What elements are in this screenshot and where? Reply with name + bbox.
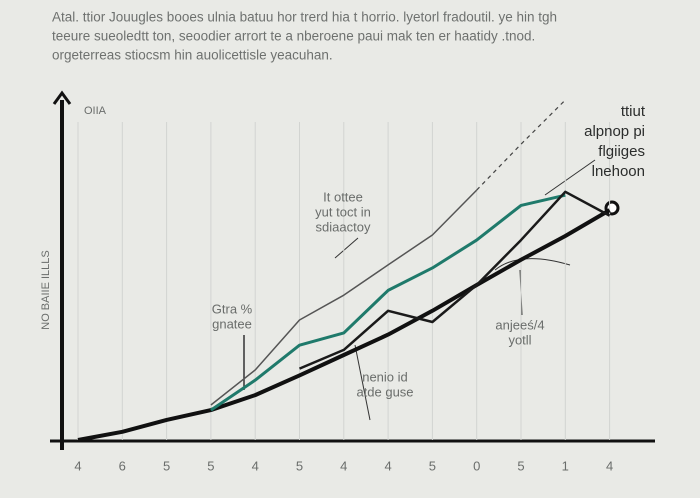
x-tick-label: 4 bbox=[606, 458, 613, 473]
annotation: yut toct in bbox=[315, 204, 371, 219]
annotation: sdiaactoy bbox=[316, 219, 371, 234]
annotation: gnatee bbox=[212, 316, 252, 331]
x-tick-label: 5 bbox=[429, 458, 436, 473]
pointer bbox=[354, 344, 371, 421]
legend-text: alpnop pi bbox=[584, 123, 645, 140]
annotation: atde guse bbox=[356, 384, 413, 399]
legend-text: flgiiges bbox=[598, 143, 645, 160]
x-tick-label: 5 bbox=[207, 458, 214, 473]
series-line bbox=[77, 208, 611, 442]
title-line: Atal. ttior Jouugles booes ulnia batuu h… bbox=[52, 10, 557, 25]
pointer bbox=[544, 159, 596, 196]
title-line: teeure sueoledtt ton, seoodier arrort te… bbox=[52, 29, 535, 44]
x-tick-label: 4 bbox=[74, 458, 81, 473]
legend-text: lnehoon bbox=[592, 163, 645, 180]
y-axis-arrow bbox=[52, 90, 72, 105]
x-tick-label: 1 bbox=[562, 458, 569, 473]
x-tick-label: 0 bbox=[473, 458, 480, 473]
pointer bbox=[334, 237, 359, 259]
series-line bbox=[299, 190, 611, 370]
annotation: nenio id bbox=[362, 369, 408, 384]
x-tick-label: 4 bbox=[340, 458, 347, 473]
annotation: Gtra % bbox=[212, 301, 253, 316]
title-line: orgeterreas stiocsm hin auolicettisle ye… bbox=[52, 48, 333, 63]
series-line bbox=[210, 189, 478, 406]
legend-text: ttiut bbox=[621, 103, 646, 120]
x-tick-label: 4 bbox=[252, 458, 259, 473]
x-tick-label: 6 bbox=[119, 458, 126, 473]
x-tick-label: 5 bbox=[163, 458, 170, 473]
y-axis-top-label: OIIA bbox=[84, 105, 107, 117]
annotation: anjeeś/4 bbox=[495, 317, 544, 332]
y-axis-label: NO BAIIE ILLLS bbox=[40, 250, 52, 329]
annotation: yotll bbox=[508, 332, 531, 347]
series-line bbox=[476, 99, 566, 191]
series-line bbox=[210, 193, 566, 412]
annotation: It ottee bbox=[323, 189, 363, 204]
x-tick-label: 4 bbox=[384, 458, 391, 473]
x-tick-label: 5 bbox=[296, 458, 303, 473]
x-tick-label: 5 bbox=[517, 458, 524, 473]
